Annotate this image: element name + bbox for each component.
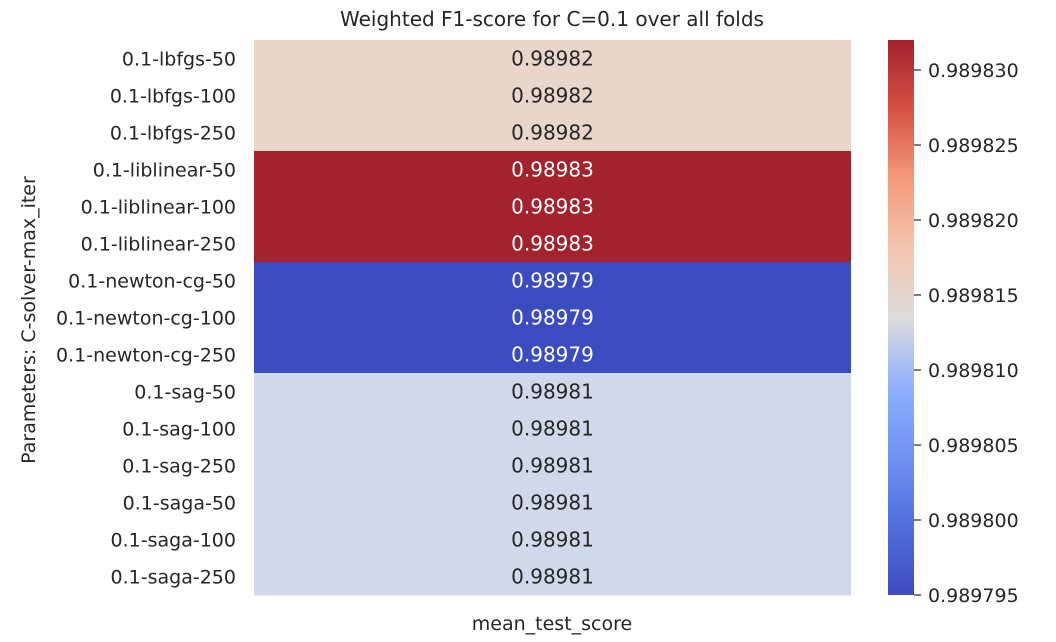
x-axis-label: mean_test_score [472,613,632,635]
heatmap-cell [254,225,851,263]
cell-value-label: 0.98982 [511,121,594,145]
heatmap-cell [254,299,851,337]
heatmap-cell [254,114,851,152]
row-label: 0.1-saga-50 [123,493,236,515]
row-label: 0.1-lbfgs-100 [110,86,236,108]
heatmap-cell [254,521,851,559]
colorbar-tick-label: 0.989820 [928,210,1019,232]
colorbar-tick-label: 0.989830 [928,60,1019,82]
colorbar-ticks: 0.989795 0.989800 0.989805 0.989810 0.989815… [914,60,1019,607]
cell-value-label: 0.98983 [511,195,594,219]
cell-value-label: 0.98981 [511,528,594,552]
row-label: 0.1-liblinear-50 [93,160,236,182]
cell-value-label: 0.98981 [511,417,594,441]
row-label: 0.1-sag-50 [134,382,236,404]
cell-value-label: 0.98981 [511,454,594,478]
heatmap-cell [254,410,851,448]
cell-value-label: 0.98982 [511,84,594,108]
heatmap-cell [254,484,851,522]
row-label: 0.1-sag-250 [122,456,236,478]
row-label: 0.1-sag-100 [122,419,236,441]
row-labels: 0.1-lbfgs-50 0.1-lbfgs-100 0.1-lbfgs-250 0.… [56,49,236,589]
heatmap-cell [254,447,851,485]
row-label: 0.1-liblinear-100 [81,197,236,219]
cell-value-label: 0.98981 [511,565,594,589]
heatmap-cell [254,558,851,596]
heatmap-cell [254,151,851,189]
cell-value-label: 0.98983 [511,232,594,256]
colorbar-tick-label: 0.989810 [928,360,1019,382]
heatmap-cells: 0.98982 0.98982 0.98982 0.98983 0.98983 0.989… [254,40,851,596]
row-label: 0.1-saga-250 [111,567,236,589]
cell-value-label: 0.98982 [511,47,594,71]
y-axis-label: Parameters: C-solver-max_iter [18,176,40,464]
chart-title: Weighted F1-score for C=0.1 over all fol… [340,7,764,31]
cell-value-label: 0.98979 [511,269,594,293]
colorbar-tick-label: 0.989825 [928,135,1019,157]
heatmap-cell [254,40,851,78]
row-label: 0.1-lbfgs-250 [110,123,236,145]
cell-value-label: 0.98983 [511,158,594,182]
colorbar-tick-label: 0.989805 [928,435,1019,457]
cell-value-label: 0.98981 [511,491,594,515]
row-label: 0.1-liblinear-250 [81,234,236,256]
colorbar-tick-label: 0.989815 [928,285,1019,307]
heatmap-cell [254,188,851,226]
heatmap-cell [254,77,851,115]
heatmap-cell [254,336,851,374]
heatmap-cell [254,262,851,300]
cell-value-label: 0.98979 [511,306,594,330]
row-label: 0.1-newton-cg-250 [56,345,236,367]
row-label: 0.1-saga-100 [111,530,236,552]
heatmap-cell [254,373,851,411]
cell-value-label: 0.98979 [511,343,594,367]
cell-value-label: 0.98981 [511,380,594,404]
colorbar [888,40,914,595]
colorbar-tick-label: 0.989795 [928,585,1019,607]
row-label: 0.1-lbfgs-50 [122,49,236,71]
row-label: 0.1-newton-cg-50 [68,271,236,293]
colorbar-tick-label: 0.989800 [928,510,1019,532]
row-label: 0.1-newton-cg-100 [56,308,236,330]
